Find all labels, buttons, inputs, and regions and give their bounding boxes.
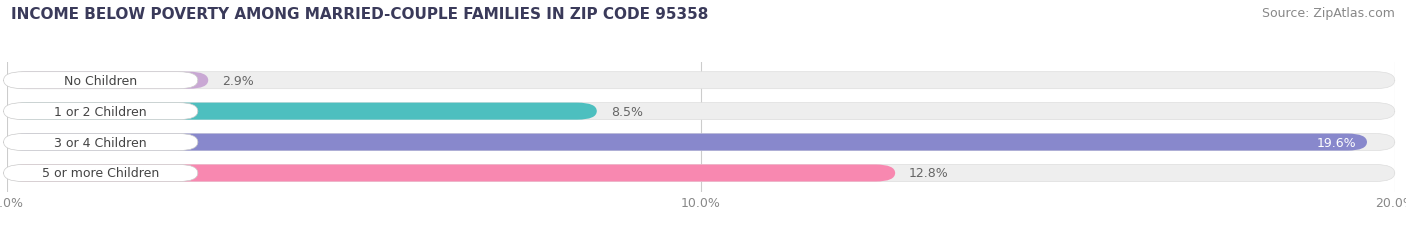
FancyBboxPatch shape bbox=[4, 165, 198, 182]
FancyBboxPatch shape bbox=[7, 103, 1395, 120]
Text: Source: ZipAtlas.com: Source: ZipAtlas.com bbox=[1261, 7, 1395, 20]
FancyBboxPatch shape bbox=[7, 134, 1395, 151]
Text: 5 or more Children: 5 or more Children bbox=[42, 167, 159, 180]
FancyBboxPatch shape bbox=[7, 134, 1367, 151]
FancyBboxPatch shape bbox=[7, 165, 1395, 182]
FancyBboxPatch shape bbox=[7, 72, 208, 89]
FancyBboxPatch shape bbox=[4, 72, 198, 89]
Text: INCOME BELOW POVERTY AMONG MARRIED-COUPLE FAMILIES IN ZIP CODE 95358: INCOME BELOW POVERTY AMONG MARRIED-COUPL… bbox=[11, 7, 709, 22]
Text: 12.8%: 12.8% bbox=[910, 167, 949, 180]
Text: 1 or 2 Children: 1 or 2 Children bbox=[55, 105, 148, 118]
FancyBboxPatch shape bbox=[4, 134, 198, 151]
Text: 19.6%: 19.6% bbox=[1317, 136, 1357, 149]
Text: 8.5%: 8.5% bbox=[610, 105, 643, 118]
Text: 3 or 4 Children: 3 or 4 Children bbox=[55, 136, 148, 149]
Text: 2.9%: 2.9% bbox=[222, 74, 254, 87]
Text: No Children: No Children bbox=[65, 74, 138, 87]
FancyBboxPatch shape bbox=[4, 103, 198, 120]
FancyBboxPatch shape bbox=[7, 72, 1395, 89]
FancyBboxPatch shape bbox=[7, 103, 596, 120]
FancyBboxPatch shape bbox=[7, 165, 896, 182]
